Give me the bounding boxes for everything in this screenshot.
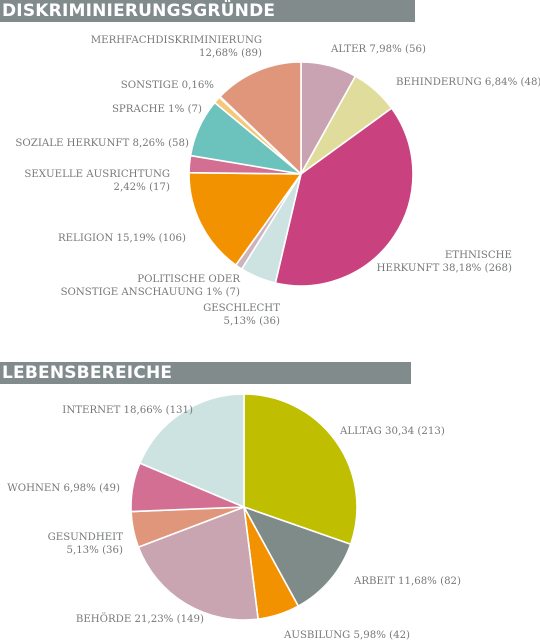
pie-label-soziale-herkunft: SOZIALE HERKUNFT 8,26% (58) xyxy=(15,137,189,149)
pie-slice-arbeit xyxy=(243,506,352,607)
pie-label-line: SOZIALE HERKUNFT 8,26% (58) xyxy=(15,137,189,149)
pie-slice-alltag xyxy=(243,393,358,546)
pie-slice-merhfachdiskriminierung xyxy=(219,61,302,175)
pie-label-line: GESCHLECHT xyxy=(203,303,280,314)
pie-label-line: AUSBILUNG 5,98% (42) xyxy=(283,629,410,641)
pie-label-sexuelle-ausrichtung: SEXUELLE AUSRICHTUNG 2,42% (17) xyxy=(24,169,170,193)
pie-label-merhfachdiskriminierung: MERHFACHDISKRIMINIERUNG 12,68% (89) xyxy=(91,35,262,59)
pie-slice-religion xyxy=(188,171,302,266)
pie-label-line: RELIGION 15,19% (106) xyxy=(58,232,186,244)
pie-label-line: 12,68% (89) xyxy=(199,47,262,59)
pie-label-line: 5,13% (36) xyxy=(223,315,280,327)
pie-label-line: SEXUELLE AUSRICHTUNG xyxy=(24,169,170,180)
pie-label-line: SPRACHE 1% (7) xyxy=(112,103,202,115)
pie-label-line: SONSTIGE ANSCHAUUNG 1% (7) xyxy=(61,286,240,298)
pie-label-line: ALLTAG 30,34 (213) xyxy=(339,425,445,437)
pie-label-wohnen: WOHNEN 6,98% (49) xyxy=(7,482,120,494)
chart-2-title: LEBENSBEREICHE xyxy=(0,362,411,384)
pie-label-line: MERHFACHDISKRIMINIERUNG xyxy=(91,35,262,46)
pie-label-line: HERKUNFT 38,18% (268) xyxy=(377,262,512,274)
pie-label-behoerde: BEHÖRDE 21,23% (149) xyxy=(76,611,204,625)
pie-label-line: ARBEIT 11,68% (82) xyxy=(353,575,461,587)
pie-label-geschlecht: GESCHLECHT 5,13% (36) xyxy=(203,303,280,327)
chart-1-pie: ALTER 7,98% (56) BEHINDERUNG 6,84% (48) ET… xyxy=(15,35,540,327)
pie-label-line: BEHINDERUNG 6,84% (48) xyxy=(396,76,540,88)
pie-label-sprache: SPRACHE 1% (7) xyxy=(112,103,202,115)
pie-slice-behoerde xyxy=(137,506,259,621)
pie-label-behinderung: BEHINDERUNG 6,84% (48) xyxy=(396,76,540,88)
chart-1-title: DISKRIMINIERUNGSGRÜNDE xyxy=(0,0,415,22)
pie-label-internet: INTERNET 18,66% (131) xyxy=(62,404,193,416)
pie-label-line: INTERNET 18,66% (131) xyxy=(62,404,193,416)
pie-slice-internet xyxy=(139,393,245,508)
pie-label-arbeit: ARBEIT 11,68% (82) xyxy=(353,575,461,587)
pie-label-line: WOHNEN 6,98% (49) xyxy=(7,482,120,494)
pie-label-line: ALTER 7,98% (56) xyxy=(330,43,426,55)
chart-2-pie: ALLTAG 30,34 (213) ARBEIT 11,68% (82) AUSB… xyxy=(7,393,461,641)
pie-label-line: 2,42% (17) xyxy=(113,181,170,193)
pie-label-ethnische-herkunft: ETHNISCHE HERKUNFT 38,18% (268) xyxy=(377,250,512,274)
pie-label-line: GESUNDHEIT xyxy=(48,532,124,543)
pie-label-line: BEHÖRDE 21,23% (149) xyxy=(76,611,204,625)
pie-label-line: SONSTIGE 0,16% xyxy=(121,80,215,91)
pie-label-line: ETHNISCHE xyxy=(445,250,512,261)
pie-label-line: 5,13% (36) xyxy=(66,544,123,556)
pie-label-sonstige: SONSTIGE 0,16% xyxy=(121,80,215,91)
pie-slice-ethnische-herkunft xyxy=(274,107,414,287)
pie-label-ausbilung: AUSBILUNG 5,98% (42) xyxy=(283,629,410,641)
pie-label-alltag: ALLTAG 30,34 (213) xyxy=(339,425,445,437)
pie-label-alter: ALTER 7,98% (56) xyxy=(330,43,426,55)
pie-label-line: POLITISCHE ODER xyxy=(137,274,240,285)
pie-label-politische-oder-sonstige-anschauung: POLITISCHE ODER SONSTIGE ANSCHAUUNG 1% (7… xyxy=(61,274,241,298)
pie-label-religion: RELIGION 15,19% (106) xyxy=(58,232,186,244)
pie-label-gesundheit: GESUNDHEIT 5,13% (36) xyxy=(48,532,124,556)
